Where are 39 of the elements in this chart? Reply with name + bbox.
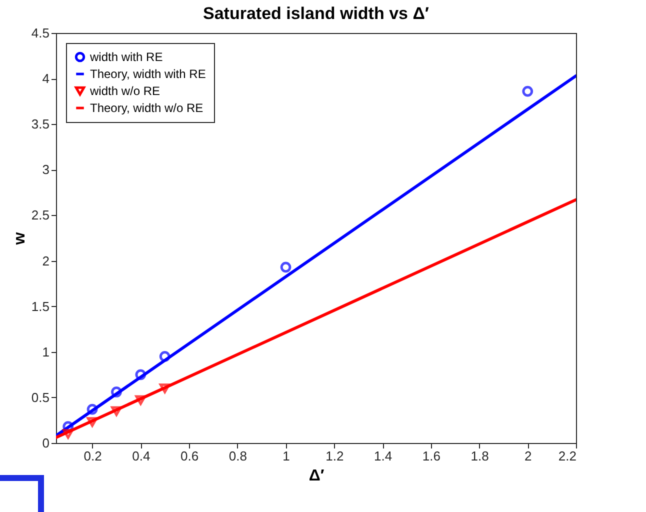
y-tick-label: 0.5 xyxy=(31,390,50,405)
y-tick-label: 2.5 xyxy=(31,208,50,223)
legend-label: Theory, width with RE xyxy=(90,67,206,81)
point xyxy=(159,383,170,394)
y-tick-label: 0 xyxy=(42,436,50,450)
x-tick-label: 1.8 xyxy=(470,448,489,464)
y-axis-title: w xyxy=(11,232,28,246)
point xyxy=(86,404,98,415)
x-tick-label: 1 xyxy=(282,448,290,464)
x-tick-label: 1.4 xyxy=(374,448,392,464)
y-tick-label: 2 xyxy=(42,253,50,268)
legend-label: Theory, width w/o RE xyxy=(90,101,204,115)
point xyxy=(522,86,534,97)
y-tick-label: 3 xyxy=(42,162,50,178)
x-tick-label: 2 xyxy=(524,448,532,464)
point xyxy=(135,369,146,380)
legend-label: width w/o RE xyxy=(89,84,160,98)
point xyxy=(135,395,146,406)
y-tick-label: 3.5 xyxy=(31,116,50,132)
point xyxy=(86,417,98,427)
y-tick-label: 4 xyxy=(42,71,50,86)
y-tick-label: 1.5 xyxy=(31,298,50,314)
point xyxy=(111,406,122,416)
y-tick-label: 1 xyxy=(42,344,50,360)
x-axis-title: Δ′ xyxy=(308,468,324,484)
x-tick-label: 0.8 xyxy=(228,448,247,464)
x-tick-label: 0.6 xyxy=(180,448,199,464)
x-tick-label: 1.2 xyxy=(326,448,344,464)
x-tick-label: 0.2 xyxy=(84,448,102,464)
legend-label: width with RE xyxy=(89,50,163,64)
point xyxy=(280,262,292,273)
point xyxy=(111,386,122,398)
y-tick-label: 4.5 xyxy=(31,26,50,40)
chart-title: Saturated island width vs Δ′ xyxy=(202,4,430,23)
x-tick-label: 1.6 xyxy=(422,448,440,464)
point xyxy=(62,429,74,439)
point xyxy=(159,351,170,362)
x-tick-label: 0.4 xyxy=(132,448,150,464)
x-tick-label: 2.2 xyxy=(558,448,576,464)
